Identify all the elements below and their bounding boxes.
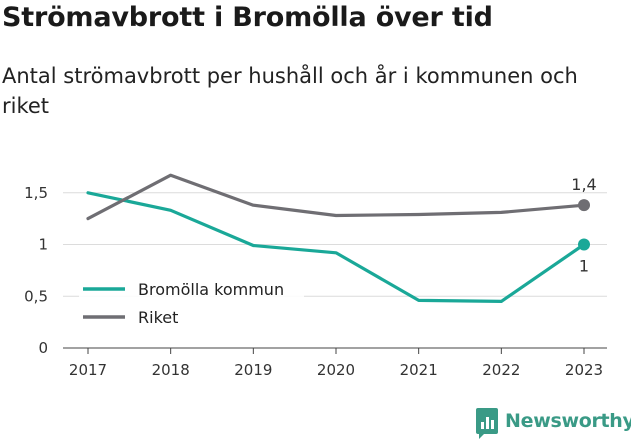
y-tick-label: 1 <box>38 236 48 254</box>
x-tick-label: 2019 <box>234 361 272 379</box>
end-value-label: 1,4 <box>571 175 596 194</box>
bar-chart-speech-bubble-icon <box>476 408 498 439</box>
legend-backdrop <box>79 282 304 304</box>
x-tick-label: 2018 <box>152 361 190 379</box>
y-tick-label: 1,5 <box>24 184 48 202</box>
series-line-1 <box>86 173 586 221</box>
series-lines <box>86 173 590 303</box>
series-line-0 <box>86 191 586 303</box>
newsworthy-logo: Newsworthy <box>476 405 631 439</box>
x-tick-label: 2022 <box>482 361 520 379</box>
x-tick-label: 2017 <box>69 361 107 379</box>
y-tick-label: 0 <box>38 339 48 357</box>
chart-subtitle: Antal strömavbrott per hushåll och år i … <box>2 64 578 118</box>
x-tick-label: 2021 <box>400 361 438 379</box>
x-tick-label: 2023 <box>565 361 603 379</box>
legend-backdrop <box>79 310 304 332</box>
chart-title: Strömavbrott i Bromölla över tid <box>2 2 493 33</box>
legend-label: Bromölla kommun <box>138 280 284 299</box>
y-tick-label: 0,5 <box>24 287 48 305</box>
series-end-marker <box>578 199 590 212</box>
brand-name: Newsworthy <box>505 410 631 432</box>
x-tick-label: 2020 <box>317 361 355 379</box>
legend: Bromölla kommun Riket <box>79 280 304 332</box>
axes: 0 0,5 1 1,5 2017 2018 2019 2020 2021 2022 2023 <box>24 184 607 379</box>
data-labels: 11,4 <box>571 175 596 275</box>
end-value-label: 1 <box>579 257 589 276</box>
legend-label: Riket <box>138 308 178 327</box>
series-end-marker <box>578 238 590 251</box>
